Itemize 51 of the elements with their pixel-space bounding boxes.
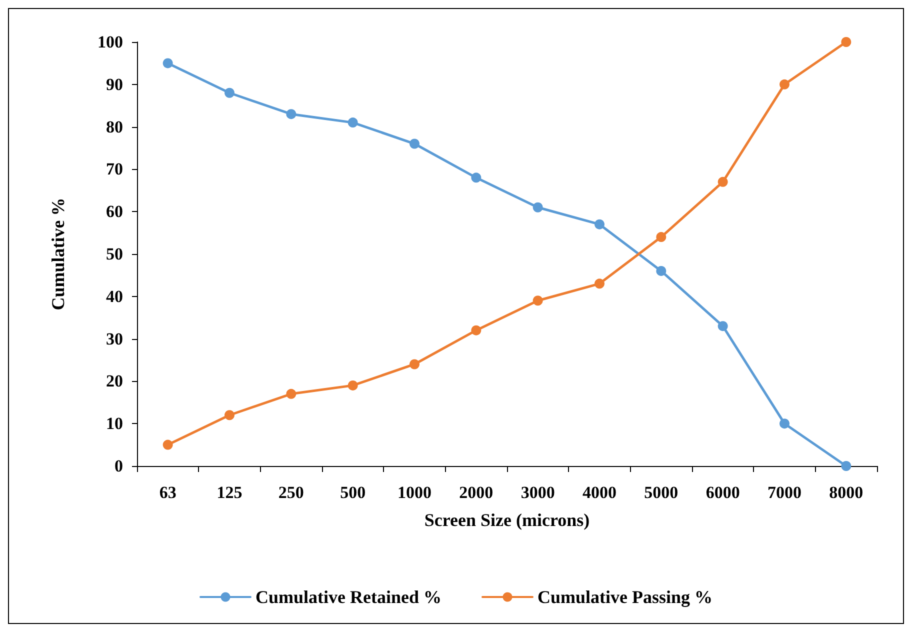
point [224,88,234,98]
y-tick-label: 10 [106,414,123,434]
y-tick-label: 90 [106,74,123,94]
point [780,418,790,429]
point [471,325,482,336]
x-axis-title: Screen Size (microns) [424,510,590,530]
point [224,410,234,420]
y-tick-label: 0 [114,456,123,476]
point [841,461,852,471]
x-tick-label: 250 [278,483,304,502]
point [594,278,604,289]
point [718,176,728,187]
y-tick-label: 80 [106,117,123,136]
legend-label: Cumulative Passing % [537,587,713,607]
x-tick-label: 500 [340,483,366,502]
point [348,118,358,128]
point [718,321,728,332]
y-tick-label: 60 [106,202,123,222]
y-axis-title: Cumulative % [48,198,68,310]
point [471,172,482,183]
point [780,79,790,90]
x-tick-label: 5000 [644,483,678,502]
point [162,440,173,450]
y-tick-label: 30 [106,329,123,348]
point [532,296,543,306]
x-tick-label: 6000 [706,483,740,502]
point [286,109,296,120]
y-tick-label: 40 [106,286,123,306]
x-tick-label: 1000 [398,483,432,502]
point [286,388,296,399]
point [656,232,666,242]
point [532,202,543,212]
x-tick-label: 8000 [829,483,864,502]
y-tick-label: 20 [106,372,123,391]
point [410,138,420,149]
point [410,359,420,370]
y-tick-label: 70 [106,160,123,179]
point [348,380,358,390]
x-tick-label: 3000 [520,483,555,502]
point [656,266,666,276]
point [594,219,604,230]
x-tick-label: 7000 [768,483,802,502]
legend-label: Cumulative Retained % [255,587,442,607]
x-tick-label: 63 [159,483,176,502]
y-tick-label: 50 [106,244,123,264]
y-tick-label: 100 [98,32,123,52]
point [162,58,173,68]
x-tick-label: 4000 [582,483,616,502]
x-tick-label: 2000 [459,483,494,502]
point [841,37,852,47]
x-tick-label: 125 [216,483,242,502]
